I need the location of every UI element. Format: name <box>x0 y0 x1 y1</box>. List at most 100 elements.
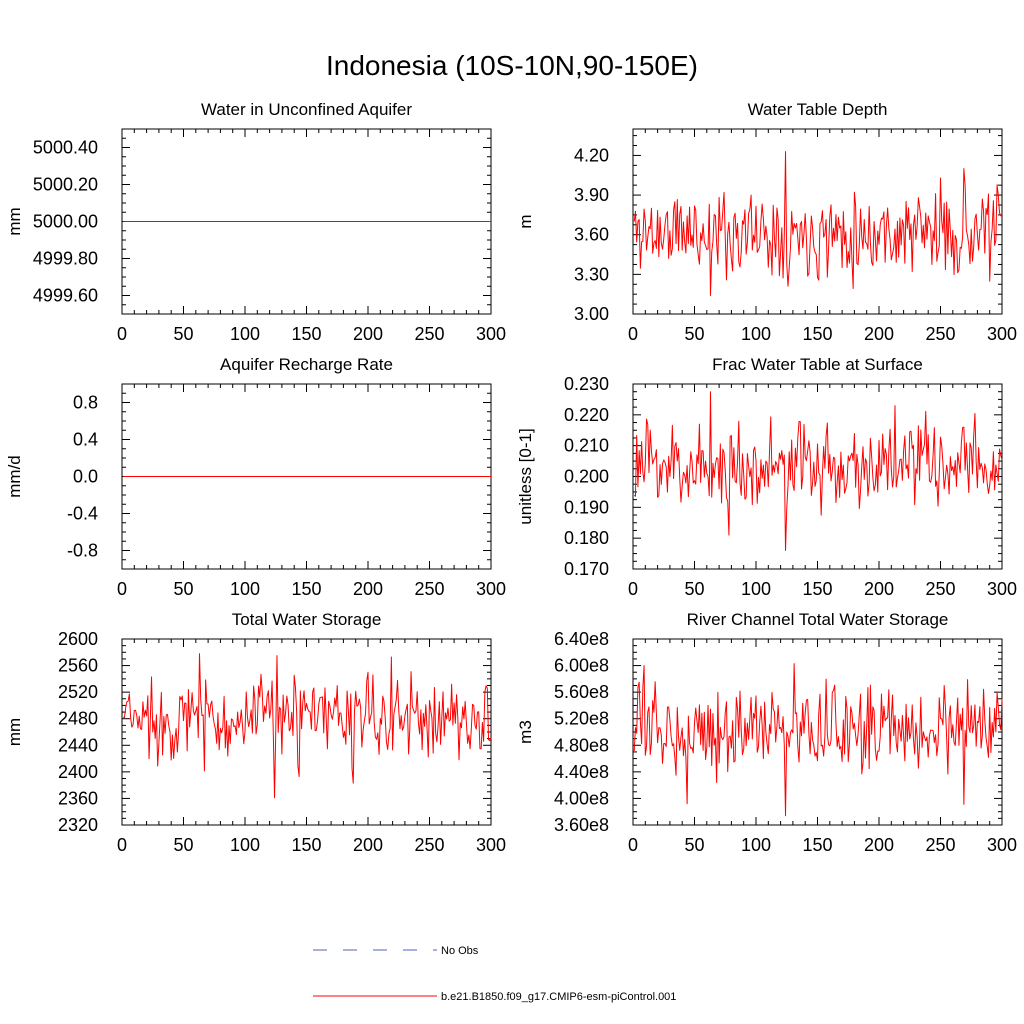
y-tick-label: 5.20e8 <box>554 709 609 729</box>
y-tick-label: 0.0 <box>73 467 98 487</box>
y-tick-label: 3.90 <box>574 185 609 205</box>
x-tick-label: 50 <box>684 835 704 855</box>
legend-label: b.e21.B1850.f09_g17.CMIP6-esm-piControl.… <box>441 991 676 1003</box>
y-tick-label: 2600 <box>58 629 98 649</box>
y-tick-label: 2400 <box>58 762 98 782</box>
x-tick-label: 100 <box>230 324 260 344</box>
y-tick-label: 4999.60 <box>33 286 98 306</box>
x-tick-label: 300 <box>476 324 506 344</box>
x-tick-label: 150 <box>802 324 832 344</box>
y-axis-label: m <box>516 214 535 228</box>
x-tick-label: 150 <box>291 579 321 599</box>
x-tick-label: 200 <box>864 324 894 344</box>
x-tick-label: 200 <box>864 579 894 599</box>
x-tick-label: 250 <box>925 579 955 599</box>
panel-title: Aquifer Recharge Rate <box>220 355 393 374</box>
panel-5: Total Water Storage mm 0 50 100 150 200 250 300 2… <box>5 610 506 855</box>
y-tick-label: 0.180 <box>564 528 609 548</box>
y-tick-label: -0.4 <box>67 504 98 524</box>
y-tick-label: 5.60e8 <box>554 682 609 702</box>
x-tick-label: 200 <box>353 835 383 855</box>
y-tick-label: 3.60 <box>574 225 609 245</box>
y-tick-label: 3.30 <box>574 264 609 284</box>
x-tick-label: 300 <box>987 324 1017 344</box>
x-tick-label: 100 <box>741 835 771 855</box>
y-tick-label: 0.4 <box>73 430 98 450</box>
y-tick-label: 2320 <box>58 815 98 835</box>
panel-2: Water Table Depth m 0 50 100 150 200 250 300 3.00… <box>516 100 1017 344</box>
plot-frame <box>632 383 1003 570</box>
x-tick-label: 50 <box>173 835 193 855</box>
series-line <box>633 391 1003 551</box>
panel-6: River Channel Total Water Storage m3 0 50 10… <box>516 610 1017 855</box>
x-tick-label: 0 <box>628 324 638 344</box>
y-tick-label: 4.40e8 <box>554 762 609 782</box>
x-tick-label: 150 <box>802 835 832 855</box>
y-tick-label: 4999.80 <box>33 249 98 269</box>
y-tick-label: 0.230 <box>564 374 609 394</box>
y-tick-label: 0.170 <box>564 559 609 579</box>
y-tick-label: 0.200 <box>564 467 609 487</box>
x-tick-label: 250 <box>414 579 444 599</box>
y-tick-label: 4.80e8 <box>554 735 609 755</box>
x-tick-label: 250 <box>925 324 955 344</box>
x-tick-label: 300 <box>987 579 1017 599</box>
x-tick-label: 300 <box>476 579 506 599</box>
y-tick-label: 5000.00 <box>33 212 98 232</box>
x-tick-label: 150 <box>802 579 832 599</box>
y-axis-label: mm <box>5 207 24 235</box>
series-line <box>633 150 1003 296</box>
y-axis-label: unitless [0-1] <box>516 428 535 524</box>
series-line <box>633 663 1003 817</box>
x-tick-label: 50 <box>684 324 704 344</box>
x-tick-label: 250 <box>414 835 444 855</box>
y-tick-label: 2480 <box>58 709 98 729</box>
y-tick-label: 2520 <box>58 682 98 702</box>
y-tick-label: 4.20 <box>574 145 609 165</box>
x-tick-label: 200 <box>864 835 894 855</box>
y-tick-label: 3.60e8 <box>554 815 609 835</box>
figure-title: Indonesia (10S-10N,90-150E) <box>325 50 698 81</box>
y-tick-label: 3.00 <box>574 304 609 324</box>
y-tick-label: 5000.40 <box>33 138 98 158</box>
y-axis-label: m3 <box>516 720 535 744</box>
legend-label: No Obs <box>441 945 479 957</box>
x-tick-label: 0 <box>628 835 638 855</box>
x-tick-label: 50 <box>173 324 193 344</box>
panel-title: Total Water Storage <box>232 610 382 629</box>
y-axis-label: mm <box>5 718 24 746</box>
x-tick-label: 0 <box>628 579 638 599</box>
x-tick-label: 250 <box>414 324 444 344</box>
x-tick-label: 100 <box>230 835 260 855</box>
x-tick-label: 100 <box>741 579 771 599</box>
panel-4: Frac Water Table at Surface unitless [0-1… <box>516 355 1017 599</box>
y-tick-label: 2360 <box>58 788 98 808</box>
x-tick-label: 300 <box>987 835 1017 855</box>
x-tick-label: 0 <box>117 324 127 344</box>
y-tick-label: 0.220 <box>564 405 609 425</box>
legend: No Obs b.e21.B1850.f09_g17.CMIP6-esm-piCo… <box>313 945 676 1003</box>
x-tick-label: 200 <box>353 579 383 599</box>
x-tick-label: 100 <box>230 579 260 599</box>
y-tick-label: 2440 <box>58 735 98 755</box>
y-axis-label: mm/d <box>5 455 24 498</box>
x-tick-label: 150 <box>291 324 321 344</box>
y-tick-label: 5000.20 <box>33 175 98 195</box>
x-tick-label: 200 <box>353 324 383 344</box>
panel-title: Frac Water Table at Surface <box>712 355 923 374</box>
panel-1: Water in Unconfined Aquifer mm 0 50 100 150 20… <box>5 100 506 344</box>
x-tick-label: 150 <box>291 835 321 855</box>
x-tick-label: 50 <box>173 579 193 599</box>
y-tick-label: 4.00e8 <box>554 788 609 808</box>
y-tick-label: 0.210 <box>564 436 609 456</box>
panel-title: Water Table Depth <box>748 100 888 119</box>
panel-title: River Channel Total Water Storage <box>687 610 949 629</box>
x-tick-label: 100 <box>741 324 771 344</box>
series-line <box>123 653 492 799</box>
x-tick-label: 0 <box>117 579 127 599</box>
x-tick-label: 50 <box>684 579 704 599</box>
y-tick-label: -0.8 <box>67 541 98 561</box>
y-tick-label: 0.8 <box>73 393 98 413</box>
y-tick-label: 6.40e8 <box>554 629 609 649</box>
